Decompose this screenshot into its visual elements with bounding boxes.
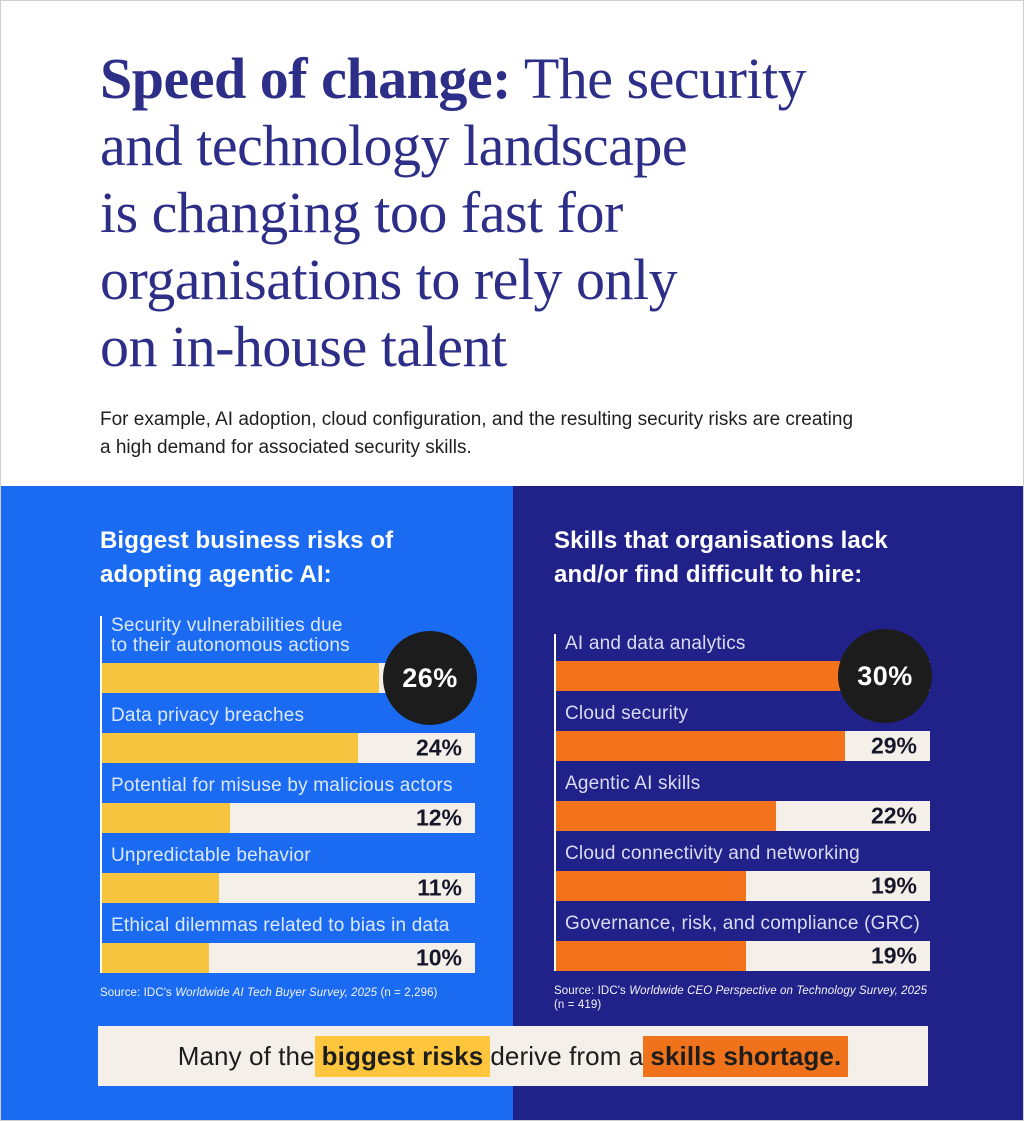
bar-item: Data privacy breaches 24%	[102, 706, 475, 763]
bar-item: Agentic AI skills 22%	[556, 774, 930, 831]
source-suffix: (n = 419)	[554, 999, 602, 1011]
bar-label: Security vulnerabilities due to their au…	[111, 615, 350, 656]
bar-label: Unpredictable behavior	[111, 845, 311, 866]
page-title: Speed of change: The security and techno…	[100, 45, 980, 380]
value-badge: 30%	[838, 629, 932, 723]
bar-value: 19%	[870, 872, 917, 899]
bar-value: 11%	[417, 874, 462, 901]
bar-item: Governance, risk, and compliance (GRC) 1…	[556, 914, 930, 971]
page-title-rest: The security and technology landscape is…	[100, 46, 807, 379]
panel-skills: Skills that organisations lack and/or fi…	[513, 486, 1023, 1120]
source-note: Source: IDC's Worldwide CEO Perspective …	[554, 984, 930, 1012]
bar-item: Security vulnerabilities due to their au…	[102, 615, 477, 725]
bar-track: 30%	[556, 629, 932, 723]
bar-track: 19%	[556, 871, 930, 901]
bar-track: 26%	[102, 631, 477, 725]
value-badge: 26%	[383, 631, 477, 725]
panel-skills-heading: Skills that organisations lack and/or fi…	[554, 527, 888, 588]
bar-fill	[556, 661, 856, 691]
bar-track: 29%	[556, 731, 930, 761]
bar-item: Cloud connectivity and networking 19%	[556, 844, 930, 901]
badge-value: 26%	[402, 662, 458, 693]
bar-label: AI and data analytics	[565, 633, 746, 654]
key-takeaway-banner: Many of the biggest risks derive from a …	[98, 1026, 928, 1086]
bar-fill	[102, 873, 220, 903]
bar-track: 10%	[102, 943, 475, 973]
bar-label: Agentic AI skills	[565, 773, 701, 794]
bar-label: Data privacy breaches	[111, 705, 305, 726]
bar-item: Cloud security 29%	[556, 704, 930, 761]
banner-text-part: biggest risks	[314, 1035, 491, 1077]
bar-item: AI and data analytics 30%	[556, 629, 932, 723]
bar-track: 22%	[556, 801, 930, 831]
banner-text-part: derive from a	[490, 1040, 644, 1071]
bar-track: 24%	[102, 733, 475, 763]
bar-item: Ethical dilemmas related to bias in data…	[102, 916, 475, 973]
badge-value: 30%	[857, 660, 913, 691]
bar-list: Security vulnerabilities due to their au…	[100, 615, 477, 973]
bar-value: 12%	[415, 804, 462, 831]
bar-label: Governance, risk, and compliance (GRC)	[565, 913, 921, 934]
bar-label: Cloud security	[565, 703, 689, 724]
source-suffix: (n = 2,296)	[377, 987, 438, 999]
bar-fill	[556, 871, 746, 901]
bar-value: 10%	[415, 944, 462, 971]
header: Speed of change: The security and techno…	[100, 45, 980, 462]
bar-label: Ethical dilemmas related to bias in data	[111, 915, 450, 936]
bar-label: Cloud connectivity and networking	[565, 843, 860, 864]
bar-fill	[102, 803, 230, 833]
bar-value: 24%	[415, 734, 462, 761]
banner-text-part: skills shortage.	[643, 1035, 849, 1077]
source-prefix: Source: IDC's	[100, 987, 176, 999]
bar-fill	[556, 941, 746, 971]
bar-item: Unpredictable behavior 11%	[102, 846, 475, 903]
bar-list: AI and data analytics 30% Cloud security…	[554, 629, 932, 971]
source-prefix: Source: IDC's	[554, 985, 630, 997]
bar-track: 19%	[556, 941, 930, 971]
banner-text-part: Many of the	[177, 1040, 315, 1071]
bar-track: 11%	[102, 873, 475, 903]
bar-track: 12%	[102, 803, 475, 833]
page-subtitle: For example, AI adoption, cloud configur…	[100, 409, 854, 458]
source-survey-name: Worldwide AI Tech Buyer Survey, 2025	[175, 987, 378, 999]
bar-fill	[102, 663, 380, 693]
bar-value: 22%	[870, 802, 917, 829]
source-note: Source: IDC's Worldwide AI Tech Buyer Su…	[100, 986, 475, 1000]
bar-label: Potential for misuse by malicious actors	[111, 775, 453, 796]
bar-fill	[556, 801, 776, 831]
bar-fill	[556, 731, 846, 761]
bar-item: Potential for misuse by malicious actors…	[102, 776, 475, 833]
bar-value: 29%	[870, 732, 917, 759]
panel-risks-heading: Biggest business risks of adopting agent…	[100, 527, 394, 588]
source-survey-name: Worldwide CEO Perspective on Technology …	[629, 985, 928, 997]
bar-fill	[102, 733, 358, 763]
panel-risks: Biggest business risks of adopting agent…	[1, 486, 513, 1120]
page-title-emphasis: Speed of change:	[100, 46, 511, 111]
bar-fill	[102, 943, 209, 973]
chart-panels: Biggest business risks of adopting agent…	[1, 486, 1023, 1120]
bar-value: 19%	[870, 942, 917, 969]
